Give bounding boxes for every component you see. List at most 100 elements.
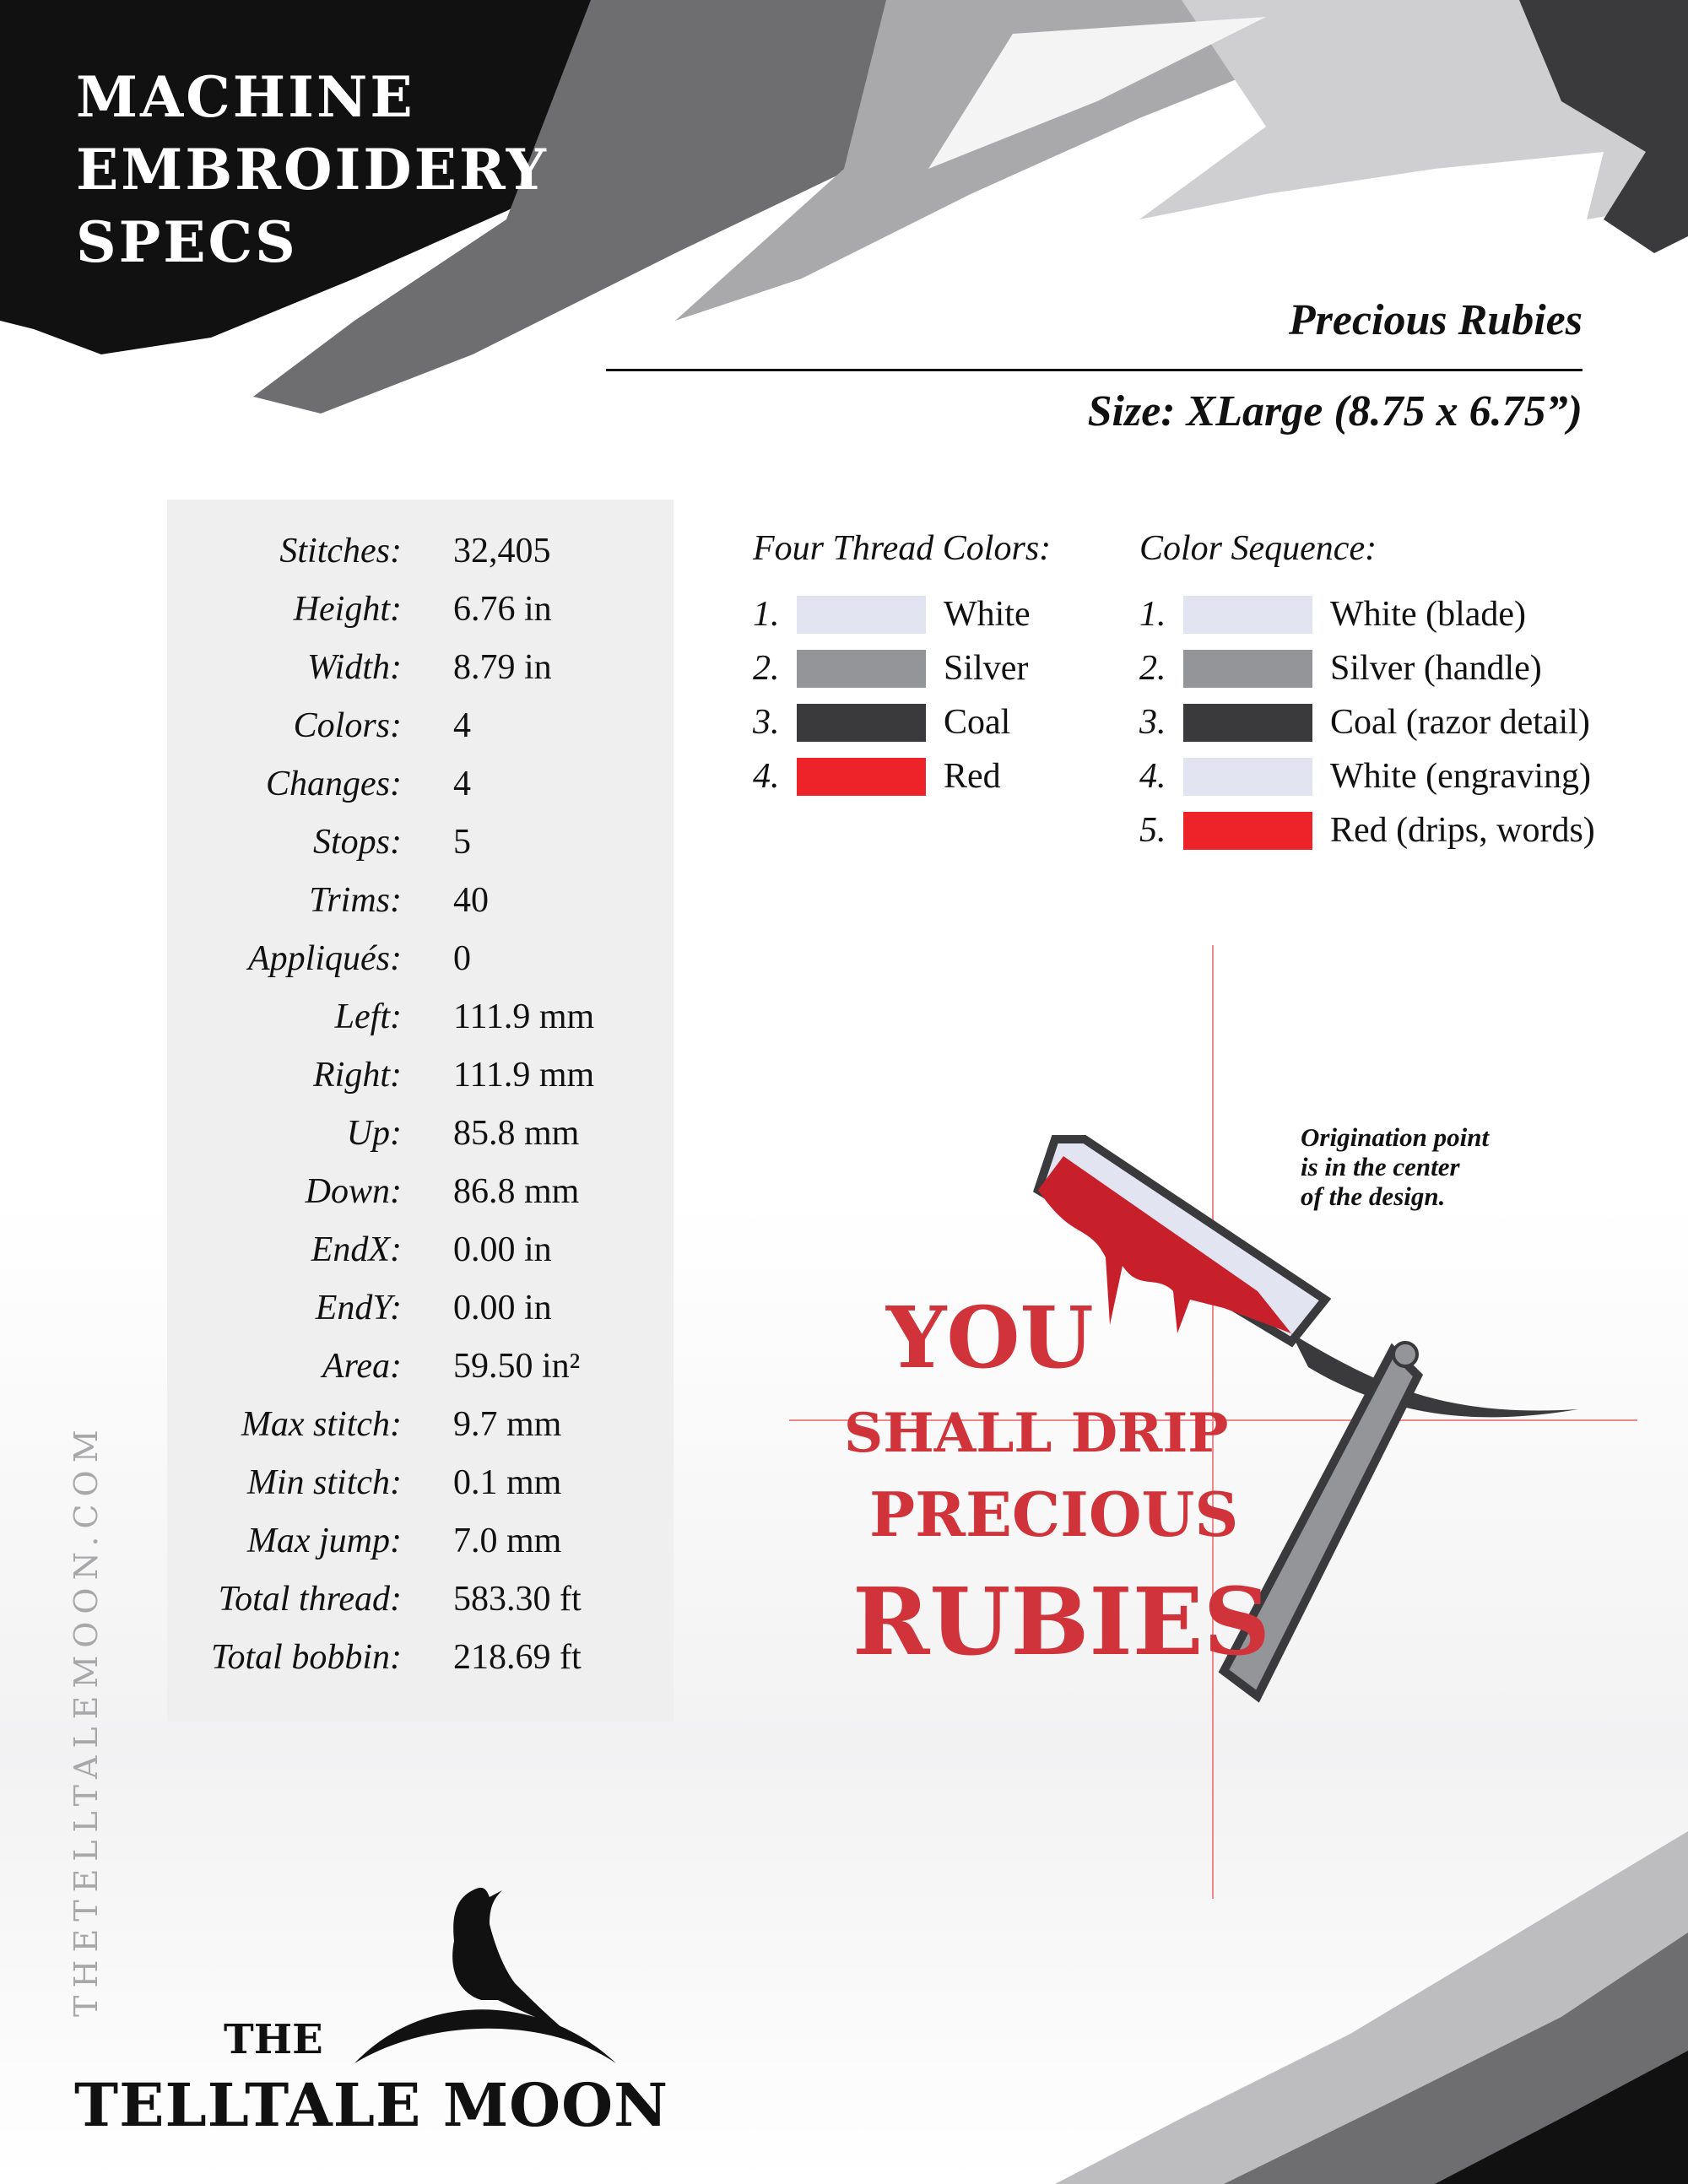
divider [606,369,1582,371]
spec-row: Area: 59.50 in² [167,1345,674,1403]
spec-row: Trims: 40 [167,879,674,938]
color-row: 1. White (blade) [1139,591,1646,645]
spec-label: Max jump: [246,1522,402,1560]
spec-row: Max jump: 7.0 mm [167,1520,674,1578]
title-line: EMBROIDERY [76,137,549,203]
website-side-text: THETELLTALEMOON.COM [68,1422,105,2017]
spec-value: 32,405 [453,532,551,570]
color-number: 2. [1139,649,1166,688]
spec-label: Total thread: [218,1580,402,1619]
color-name: Red (drips, words) [1330,811,1595,850]
color-swatch [1183,758,1312,796]
spec-row: Total bobbin: 218.69 ft [167,1636,674,1695]
color-name: White (engraving) [1330,757,1592,796]
design-word-line: YOU [885,1288,1094,1387]
spec-value: 9.7 mm [453,1405,562,1444]
color-number: 4. [1139,757,1166,796]
color-swatch [1183,650,1312,688]
color-name: White [944,595,1031,634]
color-name: Red [944,757,1001,796]
color-swatch [1183,704,1312,742]
color-name: Silver [944,649,1029,688]
color-swatch [797,704,926,742]
spec-value: 583.30 ft [453,1580,582,1619]
spec-label: Colors: [293,706,402,745]
spec-value: 86.8 mm [453,1172,580,1211]
color-number: 3. [1139,703,1166,742]
design-preview: YOU SHALL DRIP PRECIOUS RUBIES [789,945,1637,1899]
color-row: 4. White (engraving) [1139,753,1646,807]
spec-value: 0.00 in [453,1230,552,1269]
origination-note: Origination point is in the center of th… [1301,1122,1489,1211]
color-row: 3. Coal (razor detail) [1139,699,1646,753]
footer-brush-art [1055,1831,1688,2184]
spec-row: Height: 6.76 in [167,588,674,646]
color-swatch [797,758,926,796]
color-name: Coal [944,703,1011,742]
spec-label: Trims: [309,881,402,920]
design-name: Precious Rubies [1288,296,1582,344]
spec-row: Up: 85.8 mm [167,1112,674,1170]
color-swatch [797,650,926,688]
raven-moon-logo-icon [354,1887,616,2063]
spec-row: Left: 111.9 mm [167,996,674,1054]
color-row: 5. Red (drips, words) [1139,807,1646,861]
color-number: 5. [1139,811,1166,850]
color-swatch [1183,596,1312,634]
spec-value: 8.79 in [453,648,552,687]
spec-row: EndX: 0.00 in [167,1229,674,1287]
spec-row: Appliqués: 0 [167,938,674,996]
color-row: 4. Red [753,753,1259,807]
color-name: White (blade) [1330,595,1527,634]
logo-the: THE [224,2016,323,2063]
spec-row: Changes: 4 [167,763,674,821]
color-row: 3. Coal [753,699,1259,753]
spec-label: Min stitch: [246,1463,402,1502]
spec-label: Changes: [266,765,402,803]
spec-value: 85.8 mm [453,1114,580,1153]
color-name: Silver (handle) [1330,649,1542,688]
spec-label: Stops: [313,823,402,862]
note-line: of the design. [1301,1181,1446,1211]
spec-value: 111.9 mm [453,1056,595,1095]
spec-label: Left: [334,997,402,1036]
spec-label: Max stitch: [241,1405,402,1444]
page-title: MACHINE EMBROIDERY SPECS [76,61,549,278]
spec-value: 40 [453,881,489,920]
spec-label: Stitches: [279,532,402,570]
design-word-line: PRECIOUS [869,1479,1238,1550]
spec-row: Width: 8.79 in [167,646,674,705]
color-number: 3. [753,703,780,742]
spec-value: 0.1 mm [453,1463,562,1502]
spec-label: Area: [322,1347,402,1386]
note-line: is in the center [1301,1152,1460,1181]
thread-colors-heading: Four Thread Colors: [753,529,1052,568]
spec-label: Down: [305,1172,402,1211]
spec-row: Right: 111.9 mm [167,1054,674,1112]
spec-value: 6.76 in [453,590,552,629]
design-size: Size: XLarge (8.75 x 6.75”) [1087,387,1582,435]
design-word-line: SHALL DRIP [844,1402,1228,1465]
title-line: SPECS [76,209,298,275]
spec-row: Min stitch: 0.1 mm [167,1462,674,1520]
spec-value: 0 [453,939,471,978]
spec-row: Colors: 4 [167,705,674,763]
spec-value: 0.00 in [453,1289,552,1327]
color-number: 1. [753,595,780,634]
spec-row: Stitches: 32,405 [167,530,674,588]
spec-label: EndY: [315,1289,402,1327]
color-sequence-heading: Color Sequence: [1139,529,1377,568]
spec-value: 5 [453,823,471,862]
spec-row: Down: 86.8 mm [167,1170,674,1229]
color-row: 1. White [753,591,1259,645]
spec-row: Stops: 5 [167,821,674,879]
design-word-line: RUBIES [852,1567,1270,1676]
title-line: MACHINE [76,64,415,130]
spec-value: 59.50 in² [453,1347,581,1386]
spec-value: 4 [453,765,471,803]
spec-value: 4 [453,706,471,745]
color-name: Coal (razor detail) [1330,703,1590,742]
spec-row: Max stitch: 9.7 mm [167,1403,674,1462]
color-number: 4. [753,757,780,796]
header-brush-art [0,0,1688,414]
